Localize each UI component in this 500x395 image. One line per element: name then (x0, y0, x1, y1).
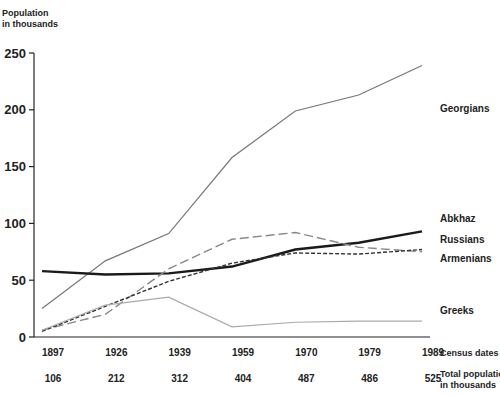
y-tick (29, 223, 34, 224)
y-tick (29, 280, 34, 281)
x-tick-label: 1939 (169, 347, 192, 358)
total-population-label: 404 (235, 373, 252, 384)
total-population-label: 212 (108, 373, 125, 384)
y-axis-label-line: in thousands (2, 19, 58, 29)
y-tick-label: 100 (4, 216, 26, 231)
series-line (42, 250, 422, 332)
x-tick-label: 1979 (359, 347, 382, 358)
series-label: Armenians (440, 253, 492, 264)
x-tick-label: 1970 (295, 347, 318, 358)
series-label: Georgians (440, 103, 490, 114)
total-population-label: 312 (171, 373, 188, 384)
series-label: Greeks (440, 305, 474, 316)
y-tick (29, 52, 34, 53)
series-line (42, 231, 422, 274)
y-tick-label: 0 (19, 330, 26, 345)
y-axis-label-line: Population (2, 8, 49, 18)
series-label: Abkhaz (440, 213, 476, 224)
y-tick-label: 250 (4, 46, 26, 61)
x-tick-label: 1959 (232, 347, 255, 358)
y-tick (29, 166, 34, 167)
chart-container: Populationin thousands050100150200250189… (0, 0, 500, 395)
chart-svg: Populationin thousands050100150200250189… (0, 0, 500, 395)
y-axis-line (33, 53, 34, 337)
total-label-line: Total population (440, 369, 500, 379)
series-label: Russians (440, 234, 485, 245)
total-label-line: in thousands (440, 380, 496, 390)
y-tick (29, 336, 34, 337)
x-axis-label: Census dates (440, 348, 499, 358)
series-line (42, 297, 422, 330)
series-line (42, 232, 422, 330)
y-axis-label: Populationin thousands (2, 8, 58, 29)
y-tick-label: 150 (4, 159, 26, 174)
total-population-label: 486 (361, 373, 378, 384)
total-population-label: 106 (45, 373, 62, 384)
total-label: Total populationin thousands (440, 369, 500, 390)
x-tick-label: 1897 (42, 347, 65, 358)
lines-group (42, 65, 422, 331)
series-line (42, 65, 422, 308)
x-axis-line (34, 336, 430, 337)
y-tick-label: 50 (12, 273, 26, 288)
total-population-label: 487 (298, 373, 315, 384)
y-tick (29, 109, 34, 110)
x-tick-label: 1926 (105, 347, 128, 358)
y-tick-label: 200 (4, 102, 26, 117)
